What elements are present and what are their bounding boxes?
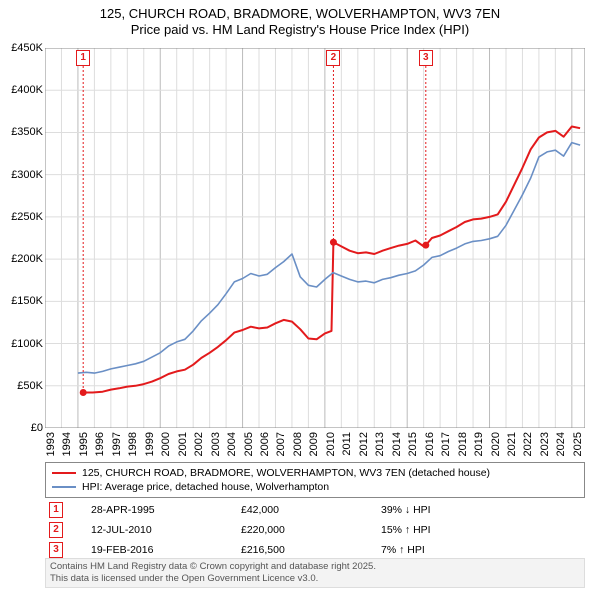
event-marker: 3 bbox=[49, 542, 63, 558]
y-tick-label: £300K bbox=[11, 169, 43, 181]
x-tick-label: 1997 bbox=[111, 432, 123, 456]
x-tick-label: 2024 bbox=[555, 432, 567, 456]
x-tick-label: 2001 bbox=[177, 432, 189, 456]
event-date: 19-FEB-2016 bbox=[63, 544, 241, 556]
legend-label: HPI: Average price, detached house, Wolv… bbox=[82, 481, 329, 493]
title-line-1: 125, CHURCH ROAD, BRADMORE, WOLVERHAMPTO… bbox=[0, 6, 600, 22]
y-tick-label: £50K bbox=[17, 380, 43, 392]
chart-area: 1993199419951996199719981999200020012002… bbox=[45, 48, 585, 428]
title-line-2: Price paid vs. HM Land Registry's House … bbox=[0, 22, 600, 38]
sale-marker: 2 bbox=[326, 50, 340, 66]
x-tick-label: 2017 bbox=[440, 432, 452, 456]
x-tick-label: 2000 bbox=[160, 432, 172, 456]
x-tick-label: 2004 bbox=[226, 432, 238, 456]
x-tick-label: 1993 bbox=[45, 432, 57, 456]
x-tick-label: 2022 bbox=[522, 432, 534, 456]
legend-box: 125, CHURCH ROAD, BRADMORE, WOLVERHAMPTO… bbox=[45, 462, 585, 498]
chart-container: 125, CHURCH ROAD, BRADMORE, WOLVERHAMPTO… bbox=[0, 0, 600, 590]
y-tick-label: £200K bbox=[11, 253, 43, 265]
legend-row: HPI: Average price, detached house, Wolv… bbox=[52, 480, 578, 494]
events-table: 128-APR-1995£42,00039% ↓ HPI212-JUL-2010… bbox=[45, 500, 585, 560]
x-tick-label: 2011 bbox=[341, 432, 353, 456]
event-date: 28-APR-1995 bbox=[63, 504, 241, 516]
x-tick-label: 1998 bbox=[127, 432, 139, 456]
y-tick-label: £400K bbox=[11, 84, 43, 96]
y-tick-label: £150K bbox=[11, 295, 43, 307]
x-tick-label: 2009 bbox=[308, 432, 320, 456]
x-tick-label: 2019 bbox=[473, 432, 485, 456]
title-block: 125, CHURCH ROAD, BRADMORE, WOLVERHAMPTO… bbox=[0, 0, 600, 39]
x-tick-label: 2015 bbox=[407, 432, 419, 456]
event-date: 12-JUL-2010 bbox=[63, 524, 241, 536]
event-row: 212-JUL-2010£220,00015% ↑ HPI bbox=[45, 520, 585, 540]
x-tick-label: 1994 bbox=[61, 432, 73, 456]
legend-row: 125, CHURCH ROAD, BRADMORE, WOLVERHAMPTO… bbox=[52, 466, 578, 480]
x-tick-label: 2016 bbox=[424, 432, 436, 456]
event-price: £216,500 bbox=[241, 544, 381, 556]
x-tick-label: 2014 bbox=[391, 432, 403, 456]
y-tick-label: £250K bbox=[11, 211, 43, 223]
x-tick-label: 1996 bbox=[94, 432, 106, 456]
x-tick-label: 2020 bbox=[490, 432, 502, 456]
x-tick-label: 2018 bbox=[457, 432, 469, 456]
event-row: 319-FEB-2016£216,5007% ↑ HPI bbox=[45, 540, 585, 560]
x-tick-label: 2010 bbox=[325, 432, 337, 456]
event-delta: 39% ↓ HPI bbox=[381, 504, 501, 516]
event-price: £220,000 bbox=[241, 524, 381, 536]
event-row: 128-APR-1995£42,00039% ↓ HPI bbox=[45, 500, 585, 520]
y-tick-label: £350K bbox=[11, 126, 43, 138]
plot-svg bbox=[45, 48, 585, 428]
x-tick-label: 2023 bbox=[539, 432, 551, 456]
y-tick-label: £100K bbox=[11, 338, 43, 350]
event-marker: 2 bbox=[49, 522, 63, 538]
sale-marker: 1 bbox=[76, 50, 90, 66]
sale-marker: 3 bbox=[419, 50, 433, 66]
x-tick-label: 2005 bbox=[243, 432, 255, 456]
x-tick-label: 2021 bbox=[506, 432, 518, 456]
footer-line-1: Contains HM Land Registry data © Crown c… bbox=[50, 561, 580, 573]
x-tick-label: 2003 bbox=[210, 432, 222, 456]
x-tick-label: 2007 bbox=[275, 432, 287, 456]
event-marker: 1 bbox=[49, 502, 63, 518]
x-tick-label: 1999 bbox=[144, 432, 156, 456]
x-tick-label: 2012 bbox=[358, 432, 370, 456]
event-delta: 7% ↑ HPI bbox=[381, 544, 501, 556]
legend-swatch bbox=[52, 472, 76, 474]
x-tick-label: 2025 bbox=[572, 432, 584, 456]
x-tick-label: 2013 bbox=[374, 432, 386, 456]
x-tick-label: 2006 bbox=[259, 432, 271, 456]
event-delta: 15% ↑ HPI bbox=[381, 524, 501, 536]
footer-line-2: This data is licensed under the Open Gov… bbox=[50, 573, 580, 585]
event-price: £42,000 bbox=[241, 504, 381, 516]
legend-label: 125, CHURCH ROAD, BRADMORE, WOLVERHAMPTO… bbox=[82, 467, 490, 479]
x-tick-label: 2008 bbox=[292, 432, 304, 456]
x-tick-label: 1995 bbox=[78, 432, 90, 456]
y-tick-label: £0 bbox=[31, 422, 43, 434]
footer-note: Contains HM Land Registry data © Crown c… bbox=[45, 558, 585, 588]
legend-swatch bbox=[52, 486, 76, 488]
y-tick-label: £450K bbox=[11, 42, 43, 54]
x-tick-label: 2002 bbox=[193, 432, 205, 456]
